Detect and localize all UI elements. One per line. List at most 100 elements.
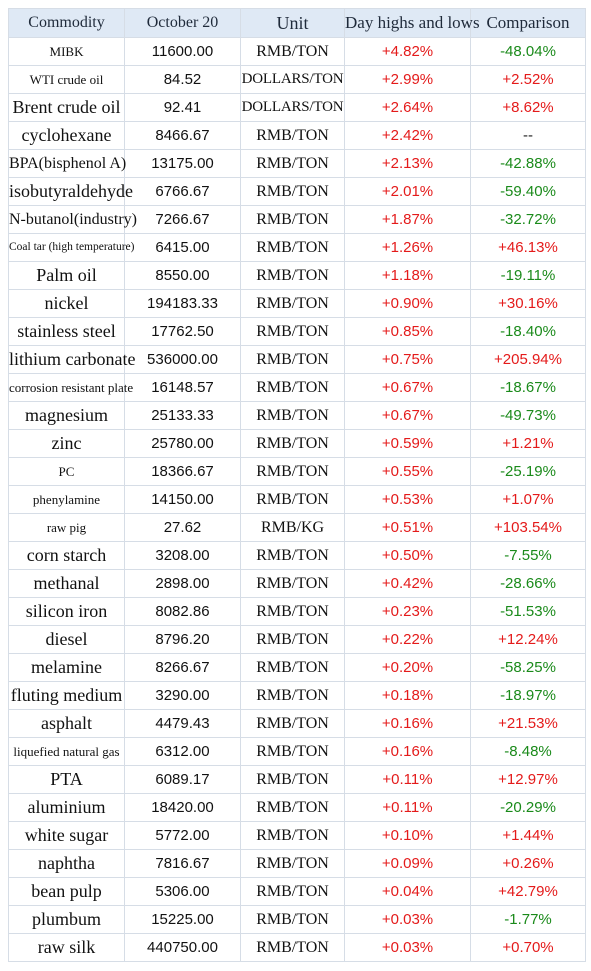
table-row: silicon iron 8082.86 RMB/TON +0.23% -51.53% xyxy=(8,597,586,626)
comparison-value: +8.62% xyxy=(470,93,586,122)
unit-value: RMB/TON xyxy=(240,373,345,402)
comparison-value: +12.24% xyxy=(470,625,586,654)
comparison-value: +103.54% xyxy=(470,513,586,542)
price-value: 6312.00 xyxy=(124,737,241,766)
price-value: 194183.33 xyxy=(124,289,241,318)
table-row: phenylamine 14150.00 RMB/TON +0.53% +1.07% xyxy=(8,485,586,514)
commodity-name: aluminium xyxy=(8,793,125,822)
price-value: 25133.33 xyxy=(124,401,241,430)
table-row: plumbum 15225.00 RMB/TON +0.03% -1.77% xyxy=(8,905,586,934)
day-change-value: +0.75% xyxy=(344,345,471,374)
commodity-name: lithium carbonate xyxy=(8,345,135,374)
commodity-name: magnesium xyxy=(8,401,125,430)
table-row: lithium carbonate 536000.00 RMB/TON +0.75% +… xyxy=(8,345,586,374)
comparison-value: -51.53% xyxy=(470,597,586,626)
comparison-value: -48.04% xyxy=(470,37,586,66)
day-change-value: +0.20% xyxy=(344,653,471,682)
comparison-value: +2.52% xyxy=(470,65,586,94)
table-row: diesel 8796.20 RMB/TON +0.22% +12.24% xyxy=(8,625,586,654)
comparison-value: -28.66% xyxy=(470,569,586,598)
commodity-name: plumbum xyxy=(8,905,125,934)
unit-value: RMB/TON xyxy=(240,205,345,234)
day-change-value: +0.51% xyxy=(344,513,471,542)
comparison-value: +12.97% xyxy=(470,765,586,794)
comparison-value: -20.29% xyxy=(470,793,586,822)
table-row: WTI crude oil 84.52 DOLLARS/TON +2.99% +2.52… xyxy=(8,65,586,94)
unit-value: RMB/TON xyxy=(240,401,345,430)
unit-value: RMB/TON xyxy=(240,289,345,318)
table-row: corn starch 3208.00 RMB/TON +0.50% -7.55% xyxy=(8,541,586,570)
day-change-value: +0.53% xyxy=(344,485,471,514)
day-change-value: +2.42% xyxy=(344,121,471,150)
price-value: 6415.00 xyxy=(124,233,241,262)
table-row: white sugar 5772.00 RMB/TON +0.10% +1.44% xyxy=(8,821,586,850)
commodity-name: bean pulp xyxy=(8,877,125,906)
comparison-value: +46.13% xyxy=(470,233,586,262)
commodity-name: nickel xyxy=(8,289,125,318)
day-change-value: +0.16% xyxy=(344,737,471,766)
price-value: 8082.86 xyxy=(124,597,241,626)
commodity-name: phenylamine xyxy=(8,485,125,514)
header-commodity: Commodity xyxy=(8,8,125,38)
commodity-name: naphtha xyxy=(8,849,125,878)
unit-value: RMB/KG xyxy=(240,513,345,542)
commodity-name: melamine xyxy=(8,653,125,682)
unit-value: RMB/TON xyxy=(240,597,345,626)
price-value: 6089.17 xyxy=(124,765,241,794)
price-value: 8466.67 xyxy=(124,121,241,150)
price-value: 13175.00 xyxy=(124,149,241,178)
comparison-value: -1.77% xyxy=(470,905,586,934)
table-row: Palm oil 8550.00 RMB/TON +1.18% -19.11% xyxy=(8,261,586,290)
unit-value: RMB/TON xyxy=(240,317,345,346)
table-row: PC 18366.67 RMB/TON +0.55% -25.19% xyxy=(8,457,586,486)
table-row: naphtha 7816.67 RMB/TON +0.09% +0.26% xyxy=(8,849,586,878)
comparison-value: -19.11% xyxy=(470,261,586,290)
price-value: 3208.00 xyxy=(124,541,241,570)
table-row: zinc 25780.00 RMB/TON +0.59% +1.21% xyxy=(8,429,586,458)
comparison-value: +42.79% xyxy=(470,877,586,906)
table-row: N-butanol(industry) 7266.67 RMB/TON +1.87% -… xyxy=(8,205,586,234)
comparison-value: -59.40% xyxy=(470,177,586,206)
day-change-value: +0.50% xyxy=(344,541,471,570)
day-change-value: +0.11% xyxy=(344,765,471,794)
table-header-row: Commodity October 20 Unit Day highs and … xyxy=(8,8,586,38)
commodity-name: liquefied natural gas xyxy=(8,737,125,766)
day-change-value: +2.99% xyxy=(344,65,471,94)
day-change-value: +0.04% xyxy=(344,877,471,906)
price-value: 7816.67 xyxy=(124,849,241,878)
price-value: 15225.00 xyxy=(124,905,241,934)
unit-value: DOLLARS/TON xyxy=(240,65,345,94)
day-change-value: +0.09% xyxy=(344,849,471,878)
commodity-name: PC xyxy=(8,457,125,486)
table-row: methanal 2898.00 RMB/TON +0.42% -28.66% xyxy=(8,569,586,598)
unit-value: RMB/TON xyxy=(240,177,345,206)
unit-value: RMB/TON xyxy=(240,233,345,262)
commodity-name: Coal tar (high temperature) xyxy=(8,233,135,262)
table-row: stainless steel 17762.50 RMB/TON +0.85% -18.… xyxy=(8,317,586,346)
day-change-value: +0.03% xyxy=(344,933,471,962)
comparison-value: +30.16% xyxy=(470,289,586,318)
commodity-name: silicon iron xyxy=(8,597,125,626)
table-row: fluting medium 3290.00 RMB/TON +0.18% -18.97… xyxy=(8,681,586,710)
commodity-name: raw silk xyxy=(8,933,125,962)
unit-value: RMB/TON xyxy=(240,149,345,178)
day-change-value: +0.18% xyxy=(344,681,471,710)
unit-value: RMB/TON xyxy=(240,261,345,290)
commodity-name: diesel xyxy=(8,625,125,654)
price-value: 440750.00 xyxy=(124,933,241,962)
comparison-value: -18.67% xyxy=(470,373,586,402)
table-row: melamine 8266.67 RMB/TON +0.20% -58.25% xyxy=(8,653,586,682)
price-value: 18366.67 xyxy=(124,457,241,486)
price-value: 8550.00 xyxy=(124,261,241,290)
day-change-value: +0.11% xyxy=(344,793,471,822)
header-comparison: Comparison xyxy=(470,8,586,38)
unit-value: DOLLARS/TON xyxy=(240,93,345,122)
unit-value: RMB/TON xyxy=(240,37,345,66)
table-row: magnesium 25133.33 RMB/TON +0.67% -49.73% xyxy=(8,401,586,430)
comparison-value: -25.19% xyxy=(470,457,586,486)
commodity-name: Brent crude oil xyxy=(8,93,125,122)
day-change-value: +0.10% xyxy=(344,821,471,850)
price-value: 3290.00 xyxy=(124,681,241,710)
unit-value: RMB/TON xyxy=(240,457,345,486)
comparison-value: +0.70% xyxy=(470,933,586,962)
